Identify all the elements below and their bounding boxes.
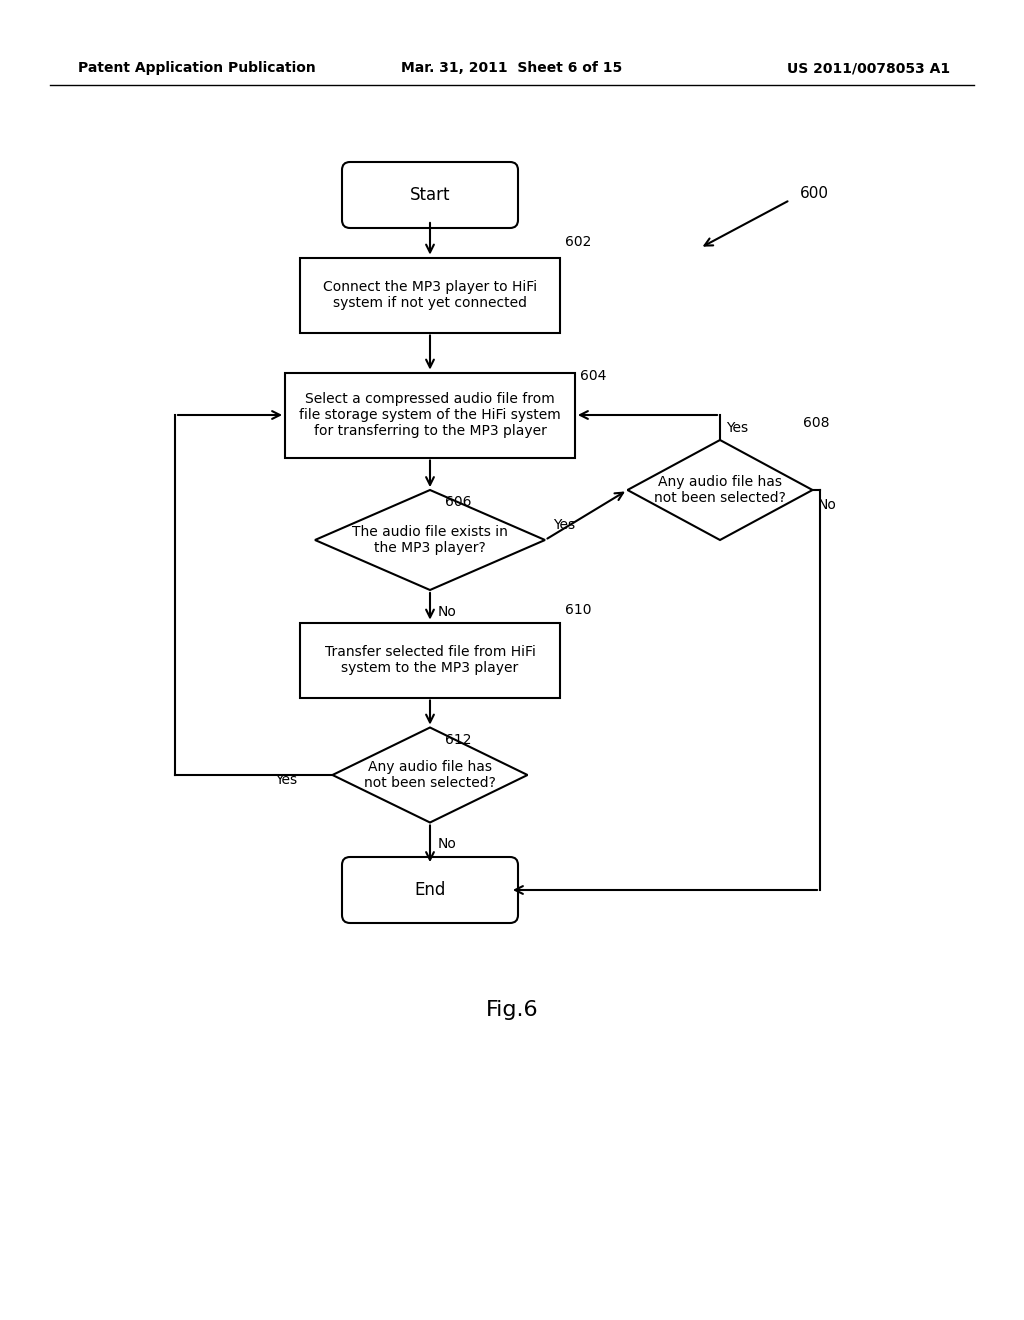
Text: Select a compressed audio file from
file storage system of the HiFi system
for t: Select a compressed audio file from file… — [299, 392, 561, 438]
Text: 606: 606 — [445, 495, 471, 510]
Text: No: No — [817, 498, 837, 512]
Text: 604: 604 — [580, 368, 606, 383]
Text: Transfer selected file from HiFi
system to the MP3 player: Transfer selected file from HiFi system … — [325, 645, 536, 675]
Text: Fig.6: Fig.6 — [485, 1001, 539, 1020]
Bar — [300, 623, 560, 697]
Text: Patent Application Publication: Patent Application Publication — [78, 61, 315, 75]
FancyBboxPatch shape — [342, 857, 518, 923]
Text: Yes: Yes — [275, 774, 298, 787]
Text: Mar. 31, 2011  Sheet 6 of 15: Mar. 31, 2011 Sheet 6 of 15 — [401, 61, 623, 75]
Polygon shape — [315, 490, 545, 590]
Bar — [285, 372, 575, 458]
Text: 612: 612 — [445, 733, 471, 747]
Text: Yes: Yes — [553, 517, 575, 532]
Text: 602: 602 — [565, 235, 592, 249]
Text: Connect the MP3 player to HiFi
system if not yet connected: Connect the MP3 player to HiFi system if… — [323, 280, 537, 310]
Text: 600: 600 — [800, 186, 829, 201]
Text: No: No — [438, 837, 457, 851]
Polygon shape — [333, 727, 527, 822]
Text: Any audio file has
not been selected?: Any audio file has not been selected? — [365, 760, 496, 791]
Text: Any audio file has
not been selected?: Any audio file has not been selected? — [654, 475, 786, 506]
Text: The audio file exists in
the MP3 player?: The audio file exists in the MP3 player? — [352, 525, 508, 556]
Text: 610: 610 — [565, 603, 592, 618]
Bar — [300, 257, 560, 333]
Text: 608: 608 — [803, 416, 829, 430]
Text: Start: Start — [410, 186, 451, 205]
Text: No: No — [438, 605, 457, 619]
Text: Yes: Yes — [726, 421, 749, 436]
Polygon shape — [628, 440, 812, 540]
Text: End: End — [415, 880, 445, 899]
FancyBboxPatch shape — [342, 162, 518, 228]
Text: US 2011/0078053 A1: US 2011/0078053 A1 — [786, 61, 950, 75]
